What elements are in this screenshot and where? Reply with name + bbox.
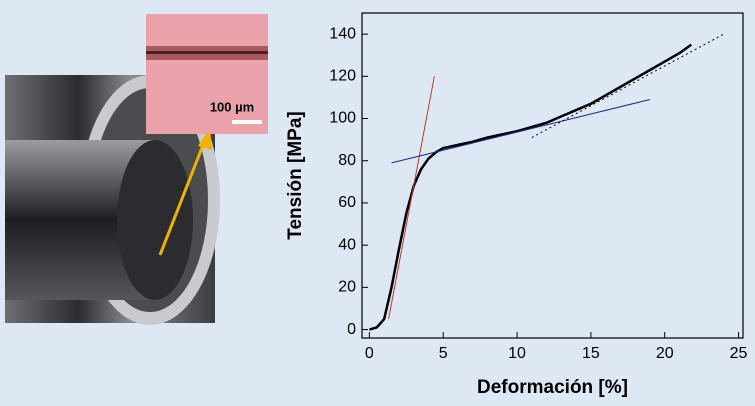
x-tick-label: 20 bbox=[656, 345, 674, 362]
y-tick-label: 140 bbox=[329, 25, 356, 42]
y-tick-label: 120 bbox=[329, 68, 356, 85]
y-tick-label: 60 bbox=[338, 194, 356, 211]
x-tick-label: 15 bbox=[582, 345, 600, 362]
x-tick-label: 5 bbox=[439, 345, 448, 362]
y-tick-label: 100 bbox=[329, 110, 356, 127]
series-line bbox=[531, 33, 725, 138]
series-line bbox=[388, 76, 435, 320]
x-axis-label: Deformación [%] bbox=[477, 377, 628, 398]
plot-frame bbox=[361, 12, 744, 339]
y-tick-label: 40 bbox=[338, 236, 356, 253]
series-line bbox=[391, 99, 651, 164]
y-tick-label: 20 bbox=[338, 279, 356, 296]
plot: 0 5 10 15 20 25 0 20 40 60 80 100 120 140 Deformación … bbox=[285, 12, 748, 398]
inset-photo: 100 µm bbox=[146, 14, 268, 134]
x-tick-label: 25 bbox=[730, 345, 748, 362]
y-axis-label: Tensión [MPa] bbox=[285, 111, 306, 239]
x-tick-label: 10 bbox=[508, 345, 526, 362]
y-tick-label: 80 bbox=[338, 152, 356, 169]
series-line bbox=[369, 43, 693, 331]
y-tick-label: 0 bbox=[347, 321, 356, 338]
scale-label: 100 µm bbox=[210, 99, 254, 114]
x-tick-label: 0 bbox=[365, 345, 374, 362]
